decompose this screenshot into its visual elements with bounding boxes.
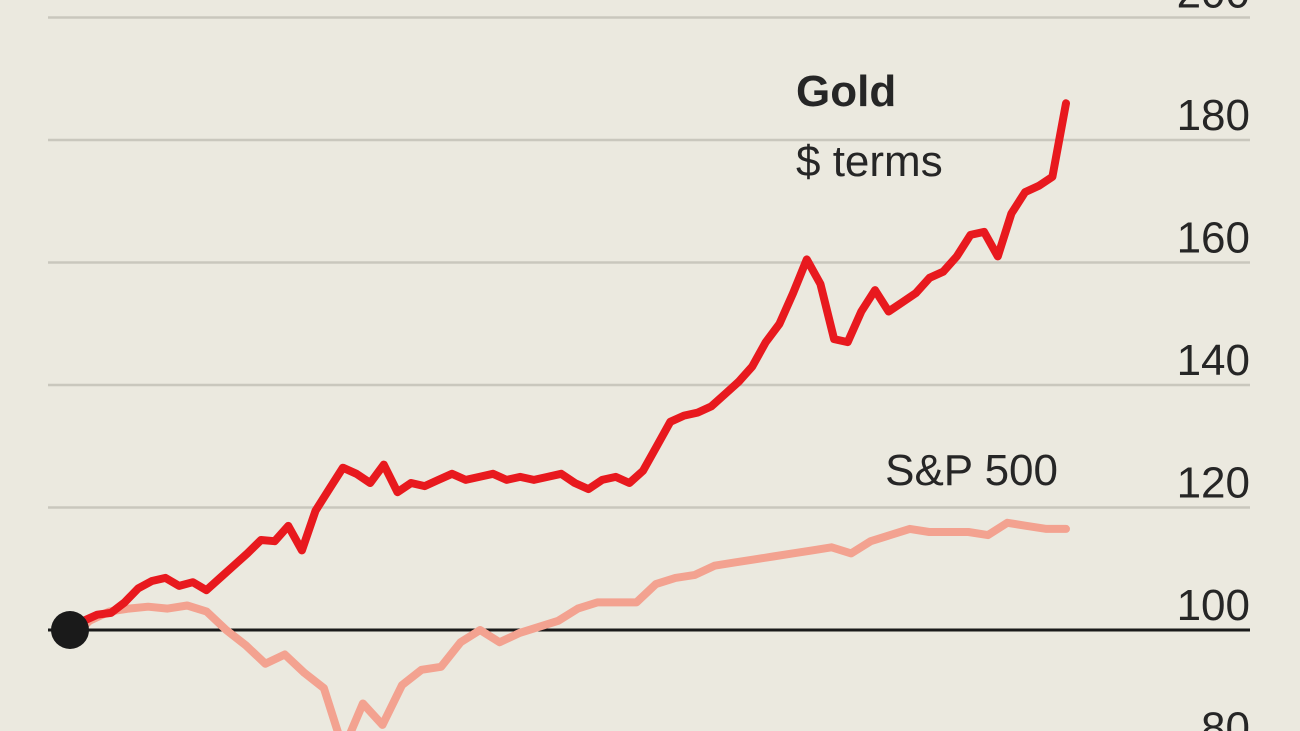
y-tick-label-180: 180: [1177, 91, 1250, 140]
y-tick-label-200: 200: [1177, 0, 1250, 18]
gold-series-sublabel: $ terms: [796, 137, 943, 186]
y-tick-label-140: 140: [1177, 336, 1250, 385]
sp500-series-label: S&P 500: [885, 446, 1058, 495]
sp500-series-line: [66, 518, 1070, 731]
y-axis-ticks: 80 100 120 140 160 180 200: [1177, 0, 1250, 731]
series-layer: [51, 99, 1070, 731]
y-tick-label-120: 120: [1177, 459, 1250, 508]
gold-series-label: Gold: [796, 67, 896, 116]
y-tick-label-160: 160: [1177, 214, 1250, 263]
start-point-marker: [51, 611, 89, 649]
gold-series-line: [66, 99, 1070, 631]
y-tick-label-80: 80: [1201, 704, 1250, 731]
grid-layer: [48, 16, 1250, 632]
series-labels: Gold $ terms S&P 500: [796, 67, 1058, 495]
y-tick-label-100: 100: [1177, 581, 1250, 630]
